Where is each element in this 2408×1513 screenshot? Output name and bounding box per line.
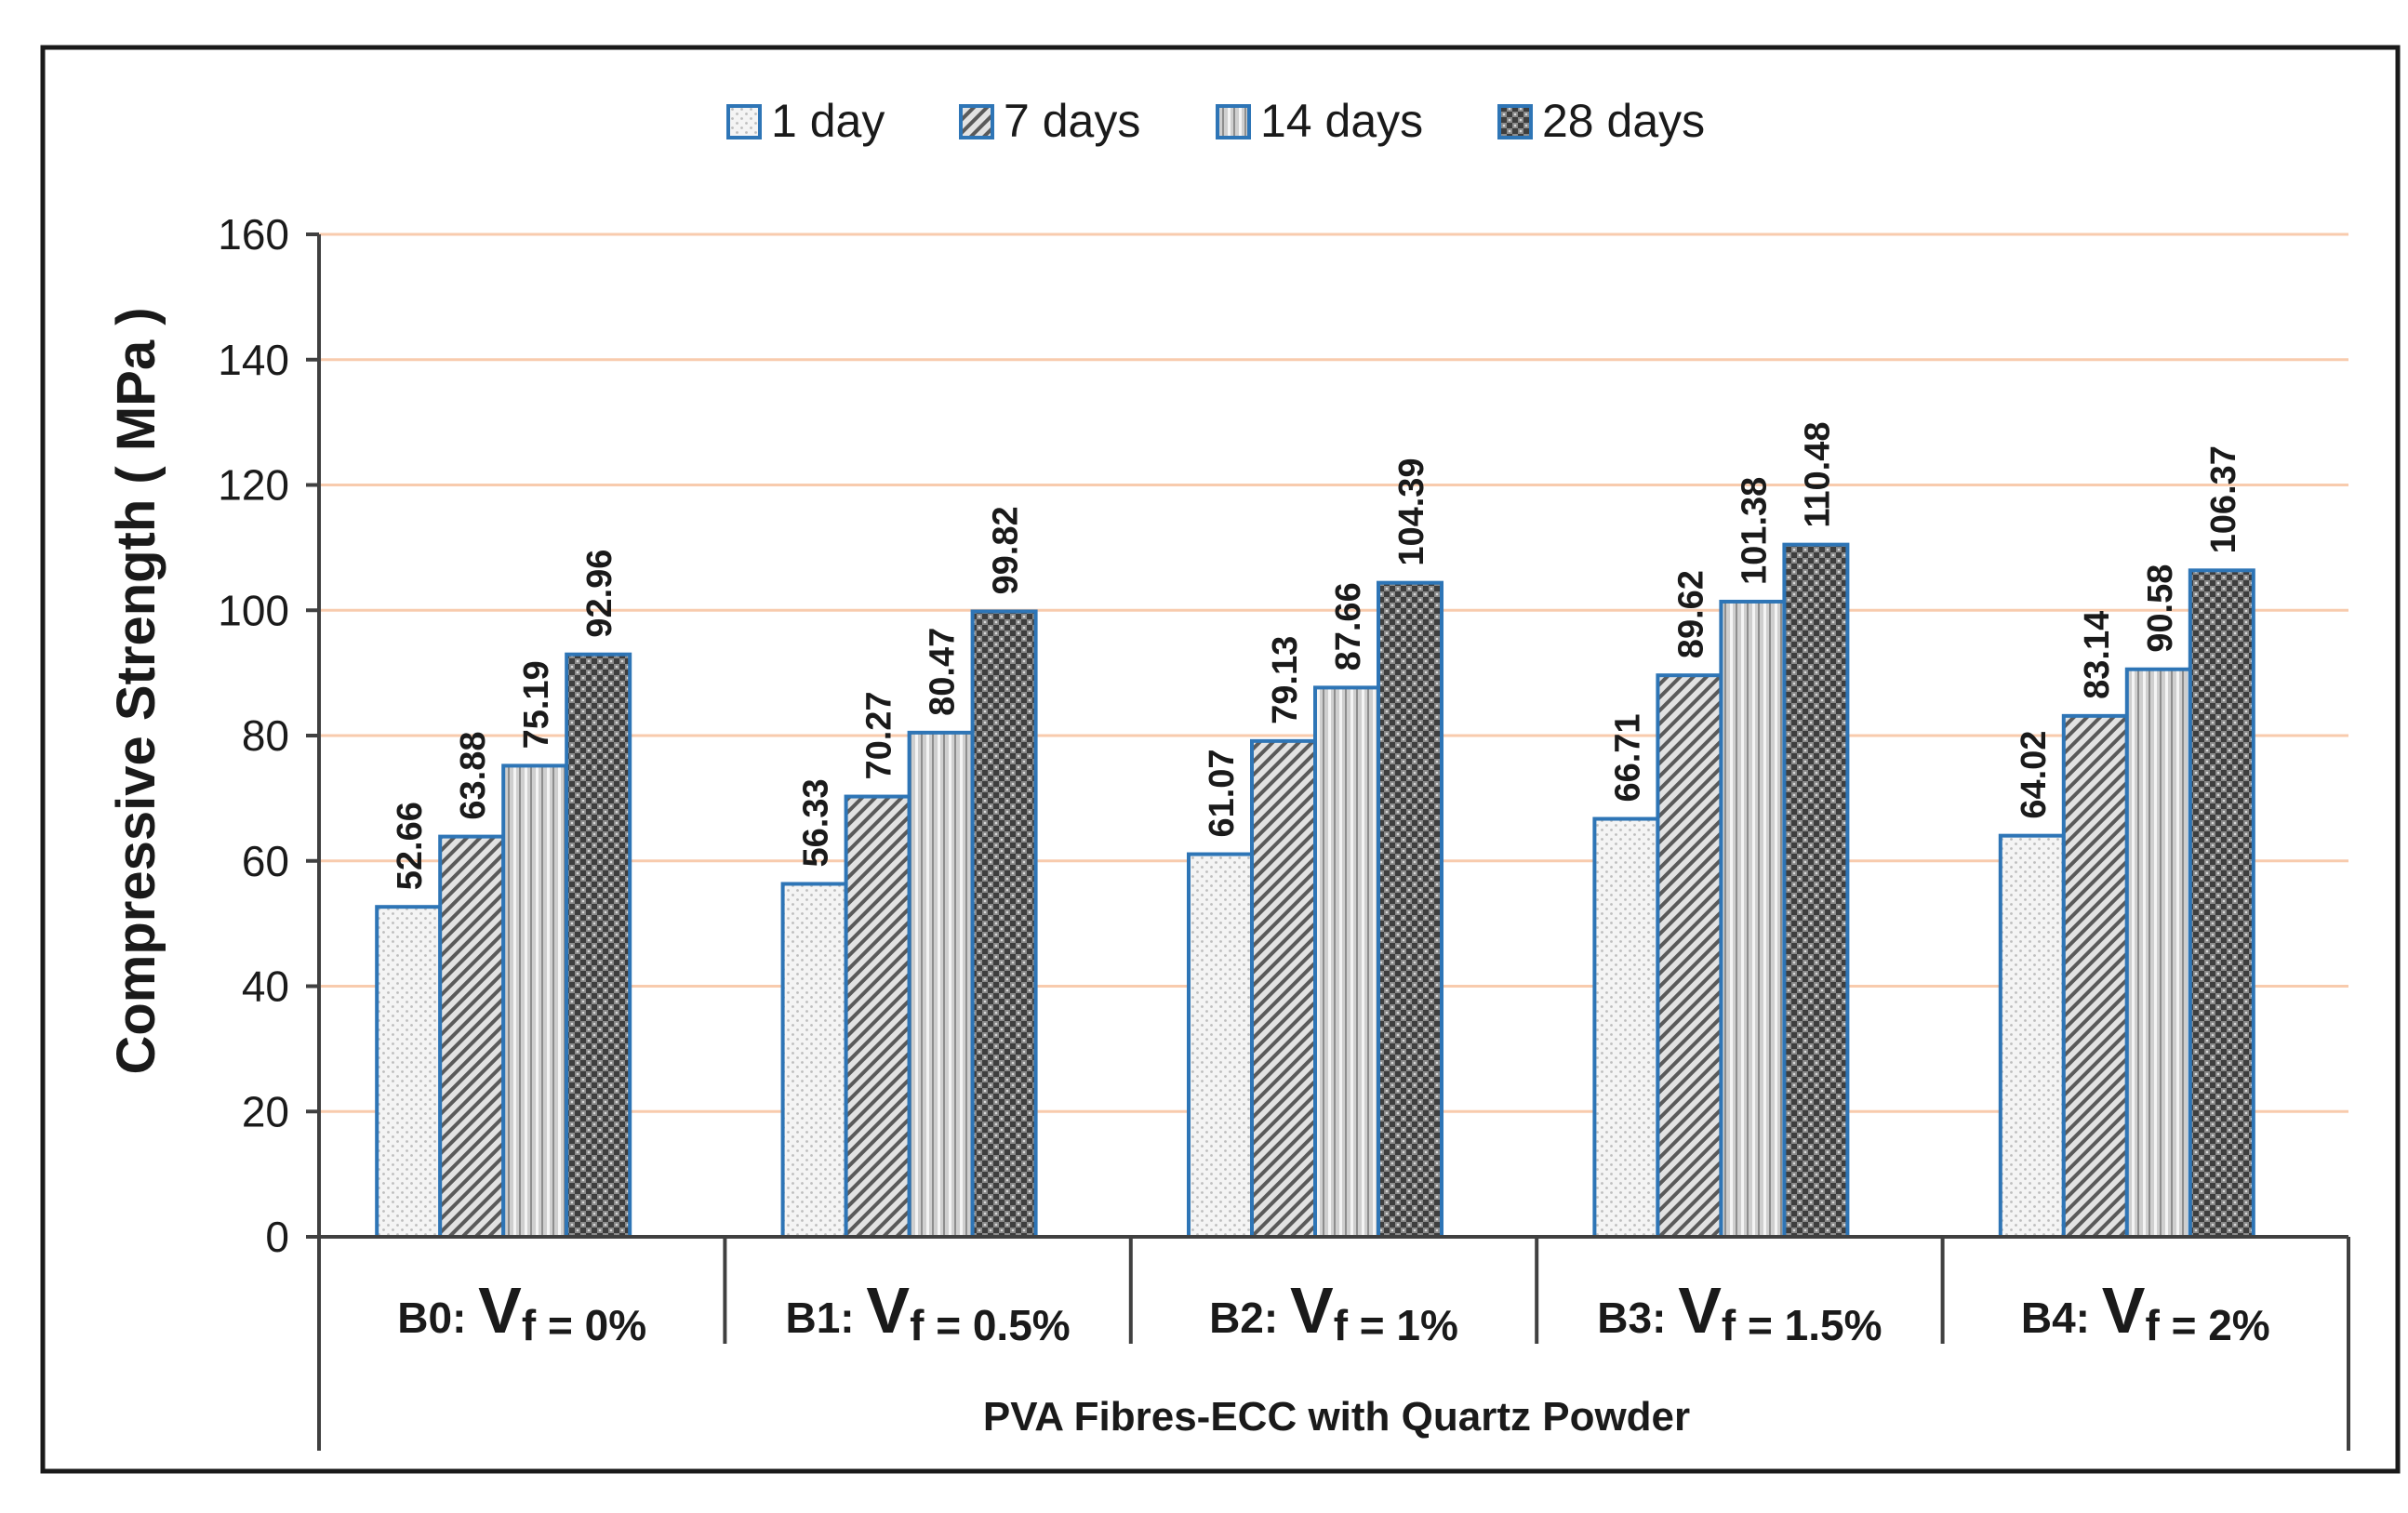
x-category-label: B0: Vf = 0% (397, 1274, 646, 1349)
bar-data-label: 106.37 (2204, 445, 2243, 553)
bar (375, 905, 443, 1239)
bar-data-label: 61.07 (1203, 749, 1242, 837)
y-tick-label: 0 (265, 1213, 289, 1261)
bar-data-label: 52.66 (391, 802, 430, 890)
y-tick-label: 80 (242, 711, 289, 760)
legend-swatch (1497, 104, 1533, 139)
bar (2188, 568, 2255, 1239)
bar-data-label: 104.39 (1392, 458, 1431, 565)
bar (1656, 673, 1723, 1239)
y-tick-label: 60 (242, 837, 289, 885)
bar-data-label: 75.19 (517, 660, 556, 749)
x-category-label: B3: Vf = 1.5% (1597, 1274, 1882, 1349)
legend-swatch (726, 104, 762, 139)
x-category-label: B1: Vf = 0.5% (785, 1274, 1070, 1349)
x-category-label: B2: Vf = 1% (1209, 1274, 1458, 1349)
legend-item-3: 28 days (1497, 95, 1705, 147)
legend-swatch (959, 104, 994, 139)
bar (2124, 667, 2192, 1239)
y-axis-title: Compressive Strength ( MPa ) (106, 307, 166, 1074)
bar-data-label: 70.27 (860, 691, 899, 779)
chart-legend: 1 day 7 days 14 days 28 days (726, 95, 1705, 147)
legend-label: 14 days (1260, 95, 1423, 147)
bar-data-label: 89.62 (1671, 570, 1710, 658)
bar (438, 834, 506, 1240)
bar (501, 763, 569, 1239)
bar-data-label: 56.33 (797, 778, 836, 867)
y-tick-label: 120 (218, 461, 289, 510)
x-axis-title: PVA Fibres-ECC with Quartz Powder (983, 1394, 1690, 1440)
bar (907, 730, 975, 1239)
bar (2061, 713, 2129, 1239)
legend-label: 1 day (771, 95, 885, 147)
bar-group-3: 66.71 89.62 101.38 110.48 (1592, 422, 1850, 1239)
bar-groups: 52.66 63.88 75.19 92.96 56.33 70.27 80.47 99.82… (375, 422, 2255, 1240)
bar-data-label: 64.02 (2015, 731, 2054, 819)
bar (1782, 542, 1850, 1239)
bar-data-label: 83.14 (2078, 611, 2117, 699)
y-tick-label: 20 (242, 1087, 289, 1135)
bar (1592, 816, 1660, 1239)
bar (1377, 580, 1443, 1239)
bar-data-label: 101.38 (1735, 477, 1774, 585)
legend-label: 7 days (1004, 95, 1140, 147)
y-tick-label: 100 (218, 586, 289, 634)
y-axis: 0 20 40 60 80 100 120 140 160 (218, 210, 321, 1451)
bar (844, 794, 911, 1239)
x-axis: B0: Vf = 0% B1: Vf = 0.5% B2: Vf = 1% B3: V… (319, 1235, 2350, 1451)
bar (1187, 852, 1254, 1240)
bar (780, 882, 848, 1239)
bar-group-2: 61.07 79.13 87.66 104.39 (1187, 458, 1443, 1240)
bar-data-label: 80.47 (924, 628, 963, 716)
y-tick-label: 40 (242, 962, 289, 1011)
x-category-label: B4: Vf = 2% (2021, 1274, 2270, 1349)
bar (1998, 833, 2066, 1239)
bar (1719, 599, 1787, 1239)
y-tick-label: 140 (218, 336, 289, 384)
bar (1250, 738, 1317, 1239)
legend-item-1: 7 days (959, 95, 1140, 147)
bar-data-label: 110.48 (1798, 422, 1837, 528)
bar-data-label: 66.71 (1608, 713, 1647, 802)
bar-data-label: 79.13 (1266, 636, 1305, 724)
y-tick-label: 160 (218, 210, 289, 259)
bar (970, 609, 1038, 1239)
legend-swatch (1216, 104, 1251, 139)
legend-item-2: 14 days (1216, 95, 1423, 147)
bar-data-label: 87.66 (1329, 582, 1368, 670)
legend-label: 28 days (1542, 95, 1705, 147)
legend-item-0: 1 day (726, 95, 885, 147)
bar-data-label: 90.58 (2141, 564, 2180, 653)
bar (1313, 685, 1380, 1239)
bar-data-label: 92.96 (580, 550, 619, 638)
bar-data-label: 99.82 (987, 506, 1026, 594)
bar (565, 652, 632, 1239)
bar-data-label: 63.88 (454, 732, 493, 820)
bar-group-0: 52.66 63.88 75.19 92.96 (375, 550, 632, 1240)
